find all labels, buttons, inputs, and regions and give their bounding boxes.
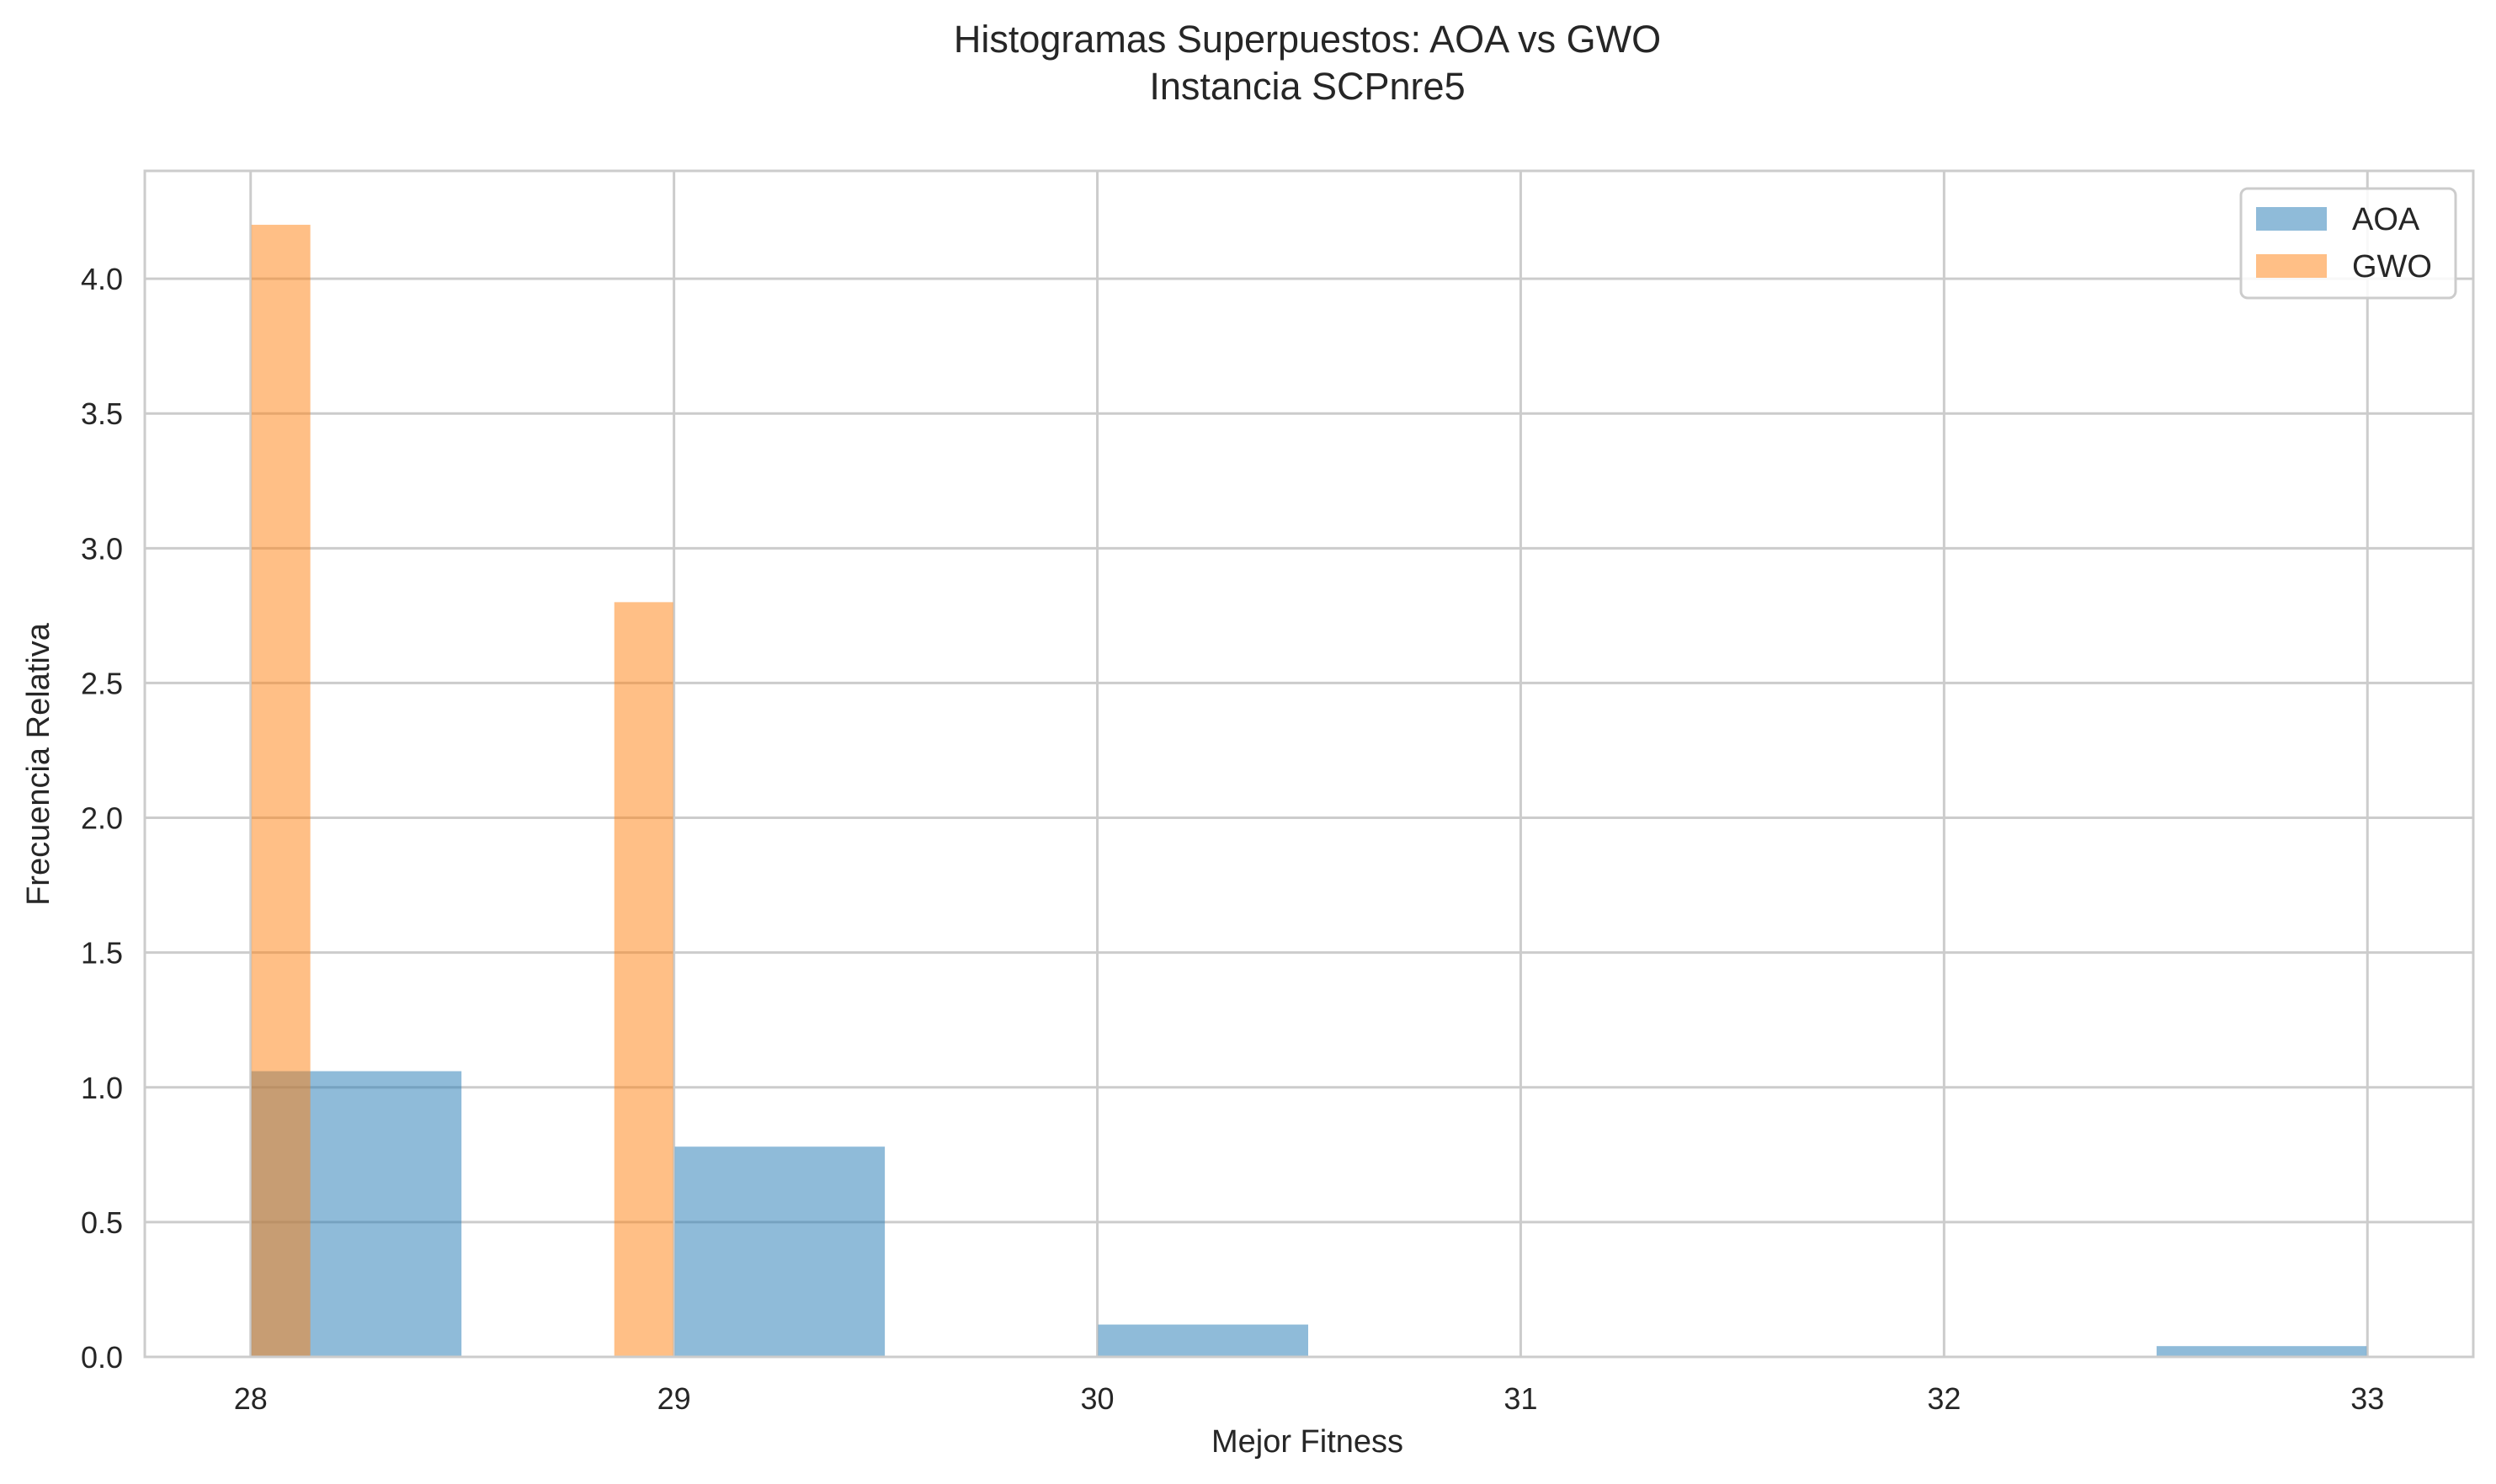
grid xyxy=(145,171,2473,1359)
bar-gwo xyxy=(614,602,673,1357)
x-tick-label: 33 xyxy=(2350,1381,2384,1416)
bars xyxy=(251,225,2367,1358)
chart-subtitle: Instancia SCPnre5 xyxy=(1149,65,1465,108)
y-tick-label: 4.0 xyxy=(81,262,123,296)
x-tick-label: 32 xyxy=(1927,1381,1961,1416)
bar-aoa xyxy=(1098,1324,1308,1357)
legend-swatch-aoa xyxy=(2256,207,2327,231)
x-tick-label: 28 xyxy=(234,1381,268,1416)
legend-label-gwo: GWO xyxy=(2352,249,2432,285)
y-tick-label: 2.5 xyxy=(81,666,123,700)
y-axis-label: Frecuencia Relativa xyxy=(21,622,56,906)
chart-title: Histogramas Superpuestos: AOA vs GWO xyxy=(954,18,1661,61)
legend-swatch-gwo xyxy=(2256,254,2327,278)
legend: AOA GWO xyxy=(2239,187,2457,300)
y-tick-label: 3.5 xyxy=(81,396,123,431)
y-tick-labels: 0.0 0.5 1.0 1.5 2.0 2.5 3.0 3.5 4.0 xyxy=(81,262,123,1375)
plot-frame xyxy=(143,169,2475,1359)
x-tick-label: 29 xyxy=(657,1381,691,1416)
y-tick-label: 0.0 xyxy=(81,1340,123,1375)
x-axis-label: Mejor Fitness xyxy=(1211,1424,1403,1460)
bar-aoa xyxy=(2156,1346,2367,1357)
y-tick-label: 1.0 xyxy=(81,1071,123,1105)
bar-gwo xyxy=(251,225,311,1358)
x-tick-label: 30 xyxy=(1081,1381,1115,1416)
bar-aoa xyxy=(674,1146,886,1357)
legend-label-aoa: AOA xyxy=(2352,202,2420,237)
y-tick-label: 2.0 xyxy=(81,801,123,836)
y-tick-label: 3.0 xyxy=(81,531,123,566)
y-tick-label: 1.5 xyxy=(81,936,123,971)
x-tick-labels: 28 29 30 31 32 33 xyxy=(234,1381,2385,1416)
y-tick-label: 0.5 xyxy=(81,1205,123,1240)
x-tick-label: 31 xyxy=(1503,1381,1537,1416)
